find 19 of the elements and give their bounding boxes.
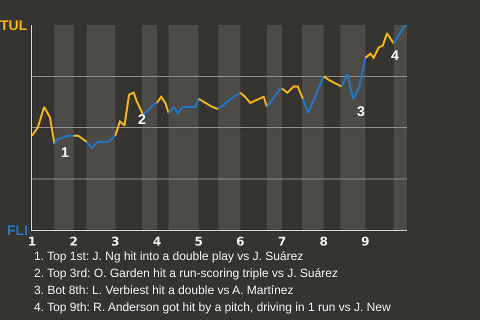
x-tick-label: 4 <box>152 234 162 248</box>
text: TUL <box>0 17 28 33</box>
x-tick-label: 5 <box>194 234 203 248</box>
annotation: 2 <box>138 111 146 127</box>
text: 1. Top 1st: J. Ng hit into a double play vs J. Suárez <box>34 249 304 263</box>
x-tick-label: 6 <box>236 234 245 248</box>
x-tick-label: 3 <box>111 234 120 248</box>
text: FLI <box>7 222 28 238</box>
annotation: 1 <box>61 144 69 160</box>
text: 3. Bot 8th: L. Verbiest hit a double vs A. Martínez <box>34 283 294 297</box>
x-tick-label: 1 <box>28 234 36 248</box>
text: 4. Top 9th: R. Anderson got hit by a pitch, driving in 1 run vs J. New <box>34 300 391 314</box>
x-tick-label: 9 <box>361 234 370 248</box>
text: 2. Top 3rd: O. Garden hit a run-scoring triple vs J. Suárez <box>34 266 338 280</box>
annotation: 3 <box>357 103 365 119</box>
x-tick-label: 8 <box>319 234 328 248</box>
x-tick-label: 7 <box>278 234 286 248</box>
annotation: 4 <box>391 47 399 63</box>
x-tick-label: 2 <box>69 234 78 248</box>
